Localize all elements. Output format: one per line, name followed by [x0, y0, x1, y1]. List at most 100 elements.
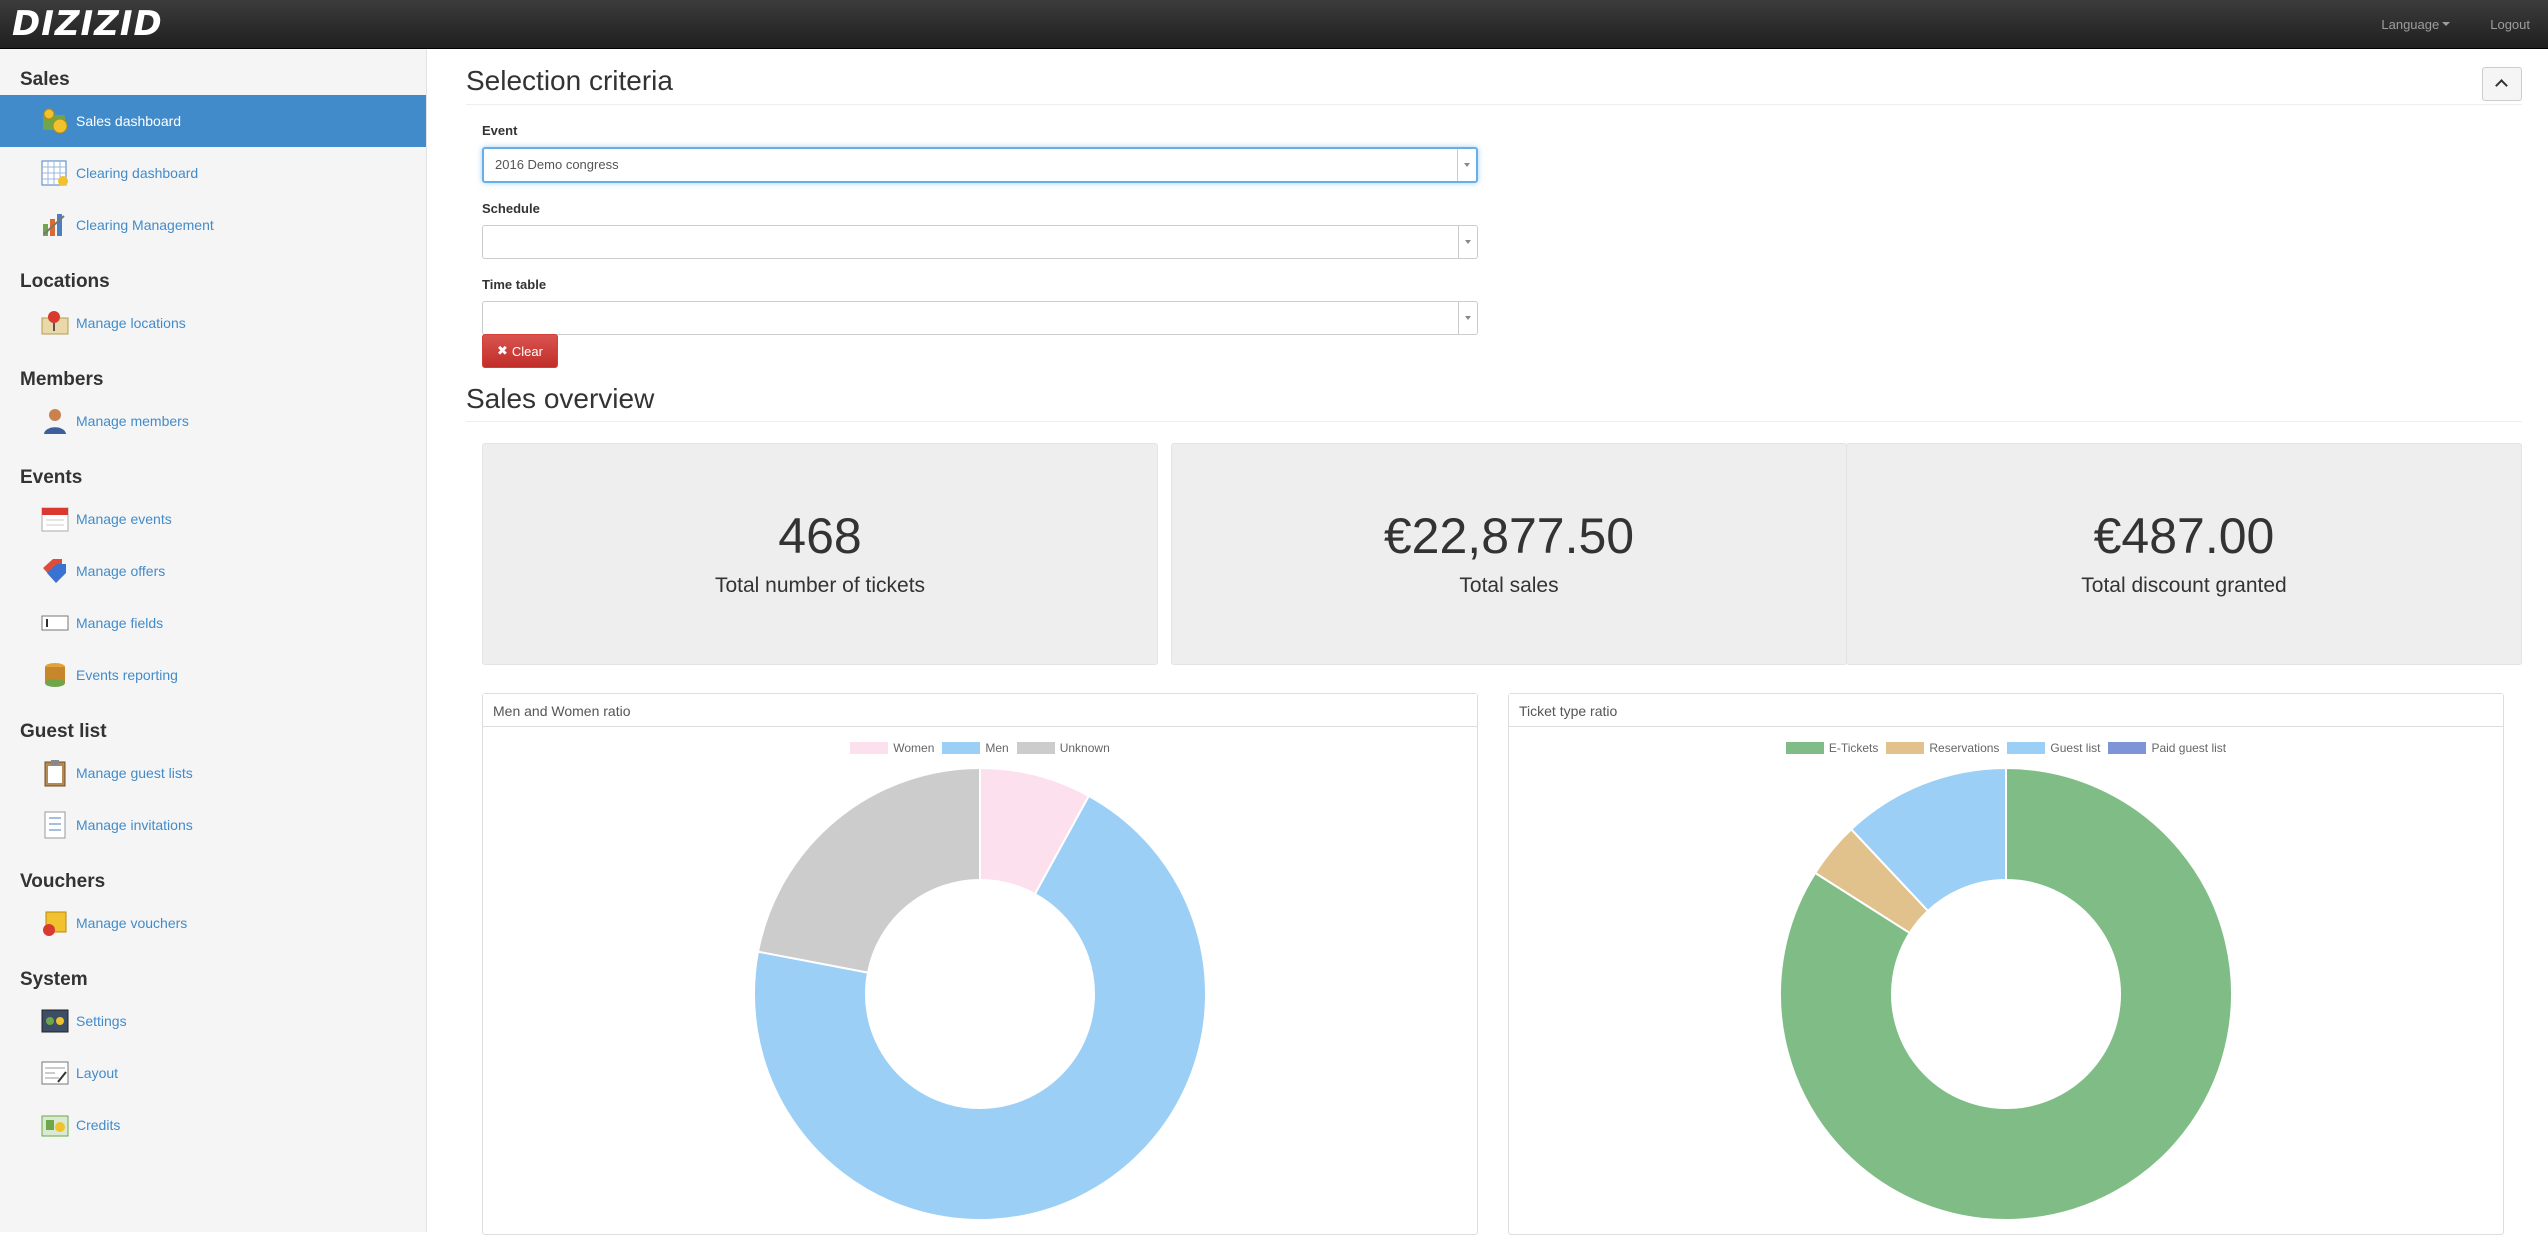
- donut-slice-men[interactable]: [753, 794, 1207, 1222]
- legend-swatch: [2108, 742, 2147, 754]
- stat-value: €487.00: [2093, 508, 2275, 564]
- panel-title: Men and Women ratio: [483, 694, 1477, 727]
- sidebar-item[interactable]: Clearing Management: [0, 199, 426, 251]
- sidebar-item[interactable]: Sales dashboard: [0, 95, 426, 147]
- sidebar-section-header: Events: [20, 467, 83, 488]
- language-label: Language: [2381, 16, 2440, 32]
- sidebar-item-label: Manage invitations: [76, 817, 193, 833]
- legend-label: Paid guest list: [2151, 741, 2227, 755]
- sidebar-item[interactable]: Manage guest lists: [0, 747, 426, 799]
- sidebar-item[interactable]: Credits: [0, 1099, 426, 1151]
- close-icon: ✖: [497, 343, 508, 358]
- layout-icon: [40, 1058, 70, 1088]
- ticket-type-panel: Ticket type ratio E-Tickets Reservations G…: [1508, 693, 2504, 1235]
- sidebar-section-header: Members: [20, 369, 104, 390]
- sidebar-section: Guest list Manage guest lists Manage invit…: [0, 721, 426, 851]
- sidebar-item-label: Settings: [76, 1013, 127, 1029]
- main-content: Selection criteria Event 2016 Demo congr…: [466, 49, 2522, 1235]
- schedule-label: Schedule: [482, 201, 540, 216]
- sidebar-item[interactable]: Manage locations: [0, 297, 426, 349]
- legend-item[interactable]: Men: [942, 741, 1009, 755]
- legend-swatch: [1016, 742, 1055, 754]
- schedule-select[interactable]: [482, 225, 1478, 259]
- sidebar-item-label: Manage offers: [76, 563, 166, 579]
- donut-slice-unknown[interactable]: [756, 766, 981, 974]
- sidebar-item[interactable]: Settings: [0, 995, 426, 1047]
- donut-slice-e-tickets[interactable]: [1779, 766, 2233, 1221]
- sidebar-item[interactable]: Clearing dashboard: [0, 147, 426, 199]
- chart-legend: E-Tickets Reservations Guest list Paid gues…: [1509, 741, 2503, 755]
- legend-swatch: [850, 742, 889, 754]
- user-icon: [40, 406, 70, 436]
- legend-swatch: [1785, 742, 1824, 754]
- legend-swatch: [942, 742, 981, 754]
- calendar-icon: [40, 504, 70, 534]
- sidebar-item[interactable]: Events reporting: [0, 649, 426, 701]
- voucher-icon: [40, 908, 70, 938]
- language-dropdown[interactable]: Language: [2381, 16, 2451, 32]
- sidebar-item-label: Clearing dashboard: [76, 165, 199, 181]
- calendar-grid-icon: [40, 158, 70, 188]
- legend-label: Men: [985, 741, 1009, 755]
- sidebar-section-header: System: [20, 969, 88, 990]
- sidebar-item-label: Manage locations: [76, 315, 186, 331]
- legend-item[interactable]: Unknown: [1016, 741, 1110, 755]
- gender-ratio-panel: Men and Women ratio Women Men Unknown: [482, 693, 1478, 1235]
- sidebar-item-label: Manage guest lists: [76, 765, 193, 781]
- selection-criteria-heading: Selection criteria: [466, 49, 2522, 105]
- checklist-icon: [40, 810, 70, 840]
- sidebar-item[interactable]: Manage offers: [0, 545, 426, 597]
- stat-caption: Total number of tickets: [714, 574, 926, 597]
- sidebar: Sales Sales dashboard Clearing dashboard Cl…: [0, 49, 427, 1232]
- sidebar-item[interactable]: Manage events: [0, 493, 426, 545]
- legend-label: Women: [893, 741, 935, 755]
- legend-label: Reservations: [1929, 741, 2000, 755]
- sidebar-item-label: Events reporting: [76, 667, 178, 683]
- sidebar-item[interactable]: Layout: [0, 1047, 426, 1099]
- sidebar-section: Vouchers Manage vouchers: [0, 871, 426, 949]
- chart-legend: Women Men Unknown: [483, 741, 1477, 755]
- sidebar-item-label: Sales dashboard: [76, 113, 182, 129]
- sidebar-item-label: Manage fields: [76, 615, 164, 631]
- legend-item[interactable]: E-Tickets: [1785, 741, 1879, 755]
- legend-label: E-Tickets: [1828, 741, 1879, 755]
- legend-item[interactable]: Reservations: [1886, 741, 1999, 755]
- sidebar-section: Members Manage members: [0, 369, 426, 447]
- logout-link[interactable]: Logout: [2490, 16, 2530, 32]
- input-field-icon: [40, 608, 70, 638]
- brand-logo[interactable]: DIZIZID: [12, 4, 163, 44]
- panel-title: Ticket type ratio: [1509, 694, 2503, 727]
- sidebar-item-label: Clearing Management: [76, 217, 214, 233]
- legend-swatch: [2007, 742, 2046, 754]
- event-select-value: 2016 Demo congress: [495, 157, 619, 172]
- timetable-select[interactable]: [482, 301, 1478, 335]
- stat-value: €22,877.50: [1383, 508, 1635, 564]
- legend-label: Guest list: [2050, 741, 2101, 755]
- sidebar-item[interactable]: Manage fields: [0, 597, 426, 649]
- sidebar-section: Sales Sales dashboard Clearing dashboard Cl…: [0, 69, 426, 251]
- sidebar-section-header: Guest list: [20, 721, 107, 742]
- credits-icon: [40, 1110, 70, 1140]
- sidebar-item[interactable]: Manage vouchers: [0, 897, 426, 949]
- ticket-type-donut-chart: [1779, 766, 2233, 1221]
- legend-item[interactable]: Women: [850, 741, 934, 755]
- stat-card-tickets: 468 Total number of tickets: [482, 443, 1158, 665]
- sidebar-item[interactable]: Manage invitations: [0, 799, 426, 851]
- sidebar-section: Events Manage events Manage offers Manage f…: [0, 467, 426, 701]
- sidebar-section-header: Locations: [20, 271, 110, 292]
- collapse-button[interactable]: [2482, 67, 2522, 101]
- sidebar-item-label: Manage members: [76, 413, 189, 429]
- sidebar-item-label: Credits: [76, 1117, 121, 1133]
- clear-button[interactable]: ✖ Clear: [482, 334, 558, 368]
- sidebar-item[interactable]: Manage members: [0, 395, 426, 447]
- sidebar-section: System Settings Layout Credits: [0, 969, 426, 1151]
- coins-icon: [40, 106, 70, 136]
- dropdown-arrow-icon: [1458, 302, 1477, 334]
- event-select[interactable]: 2016 Demo congress: [482, 147, 1478, 183]
- donut-slice-guest-list[interactable]: [1849, 766, 2007, 913]
- sidebar-section-header: Sales: [20, 69, 70, 90]
- event-label: Event: [482, 123, 518, 138]
- legend-item[interactable]: Paid guest list: [2108, 741, 2226, 755]
- legend-item[interactable]: Guest list: [2007, 741, 2100, 755]
- timetable-label: Time table: [482, 277, 547, 292]
